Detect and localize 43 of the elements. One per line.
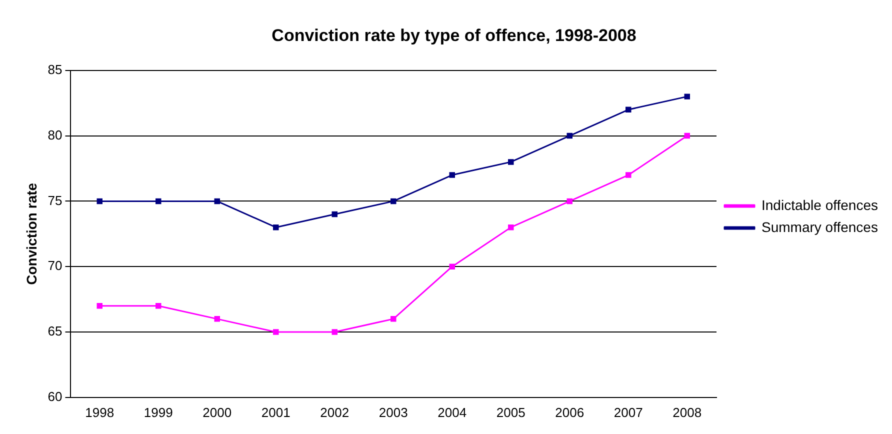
x-tick-label: 2003 <box>378 404 408 420</box>
point <box>566 132 573 139</box>
x-tick-label: 1998 <box>85 404 114 420</box>
x-tick-label: 2001 <box>261 404 290 420</box>
y-tick-label: 60 <box>48 388 62 404</box>
point <box>508 159 514 165</box>
point <box>684 132 690 139</box>
point <box>626 172 632 178</box>
x-tick-label: 2008 <box>672 404 702 420</box>
legend-label: Summary offences <box>762 218 878 235</box>
x-tick-label: 2007 <box>614 404 643 420</box>
point <box>332 329 338 335</box>
y-tick-label: 65 <box>48 324 62 339</box>
point <box>390 316 396 322</box>
x-tick-label: 2000 <box>202 404 232 420</box>
y-tick-label: 80 <box>48 127 62 142</box>
point <box>626 106 632 113</box>
x-tick-label: 2006 <box>555 404 584 420</box>
point <box>273 329 279 335</box>
point <box>214 316 220 322</box>
chart-title: Conviction rate by type of offence, 1998-2008 <box>272 26 636 45</box>
point <box>684 94 690 100</box>
legend-label: Indictable offences <box>762 196 878 213</box>
y-tick-label: 75 <box>48 192 62 208</box>
x-tick-label: 2004 <box>438 404 467 420</box>
point <box>273 224 279 230</box>
point <box>449 264 456 270</box>
point <box>390 198 396 204</box>
point <box>96 198 103 204</box>
x-tick-label: 1999 <box>144 404 173 420</box>
x-tick-label: 2005 <box>496 404 526 420</box>
x-tick-label: 2002 <box>320 404 350 420</box>
point <box>566 198 573 204</box>
y-axis-title: Conviction rate <box>23 182 40 285</box>
point <box>156 198 162 204</box>
point <box>214 198 220 204</box>
point <box>332 211 338 218</box>
point <box>156 302 162 309</box>
point <box>508 224 514 230</box>
y-tick-label: 85 <box>48 62 62 77</box>
point <box>96 302 103 309</box>
y-tick-label: 70 <box>48 258 62 274</box>
point <box>449 172 456 178</box>
